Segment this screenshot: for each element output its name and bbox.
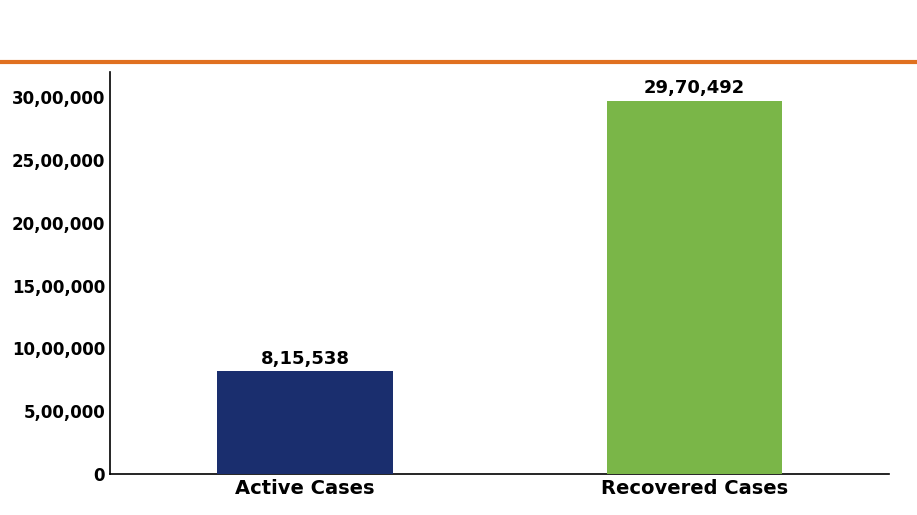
Bar	[607, 101, 782, 474]
Text: 8,15,538: 8,15,538	[260, 350, 349, 368]
Bar	[217, 371, 392, 474]
Text: Recovered Cases are 3.6 times the number of  Active Cases: Recovered Cases are 3.6 times the number…	[18, 15, 917, 45]
Text: 29,70,492: 29,70,492	[644, 79, 746, 97]
